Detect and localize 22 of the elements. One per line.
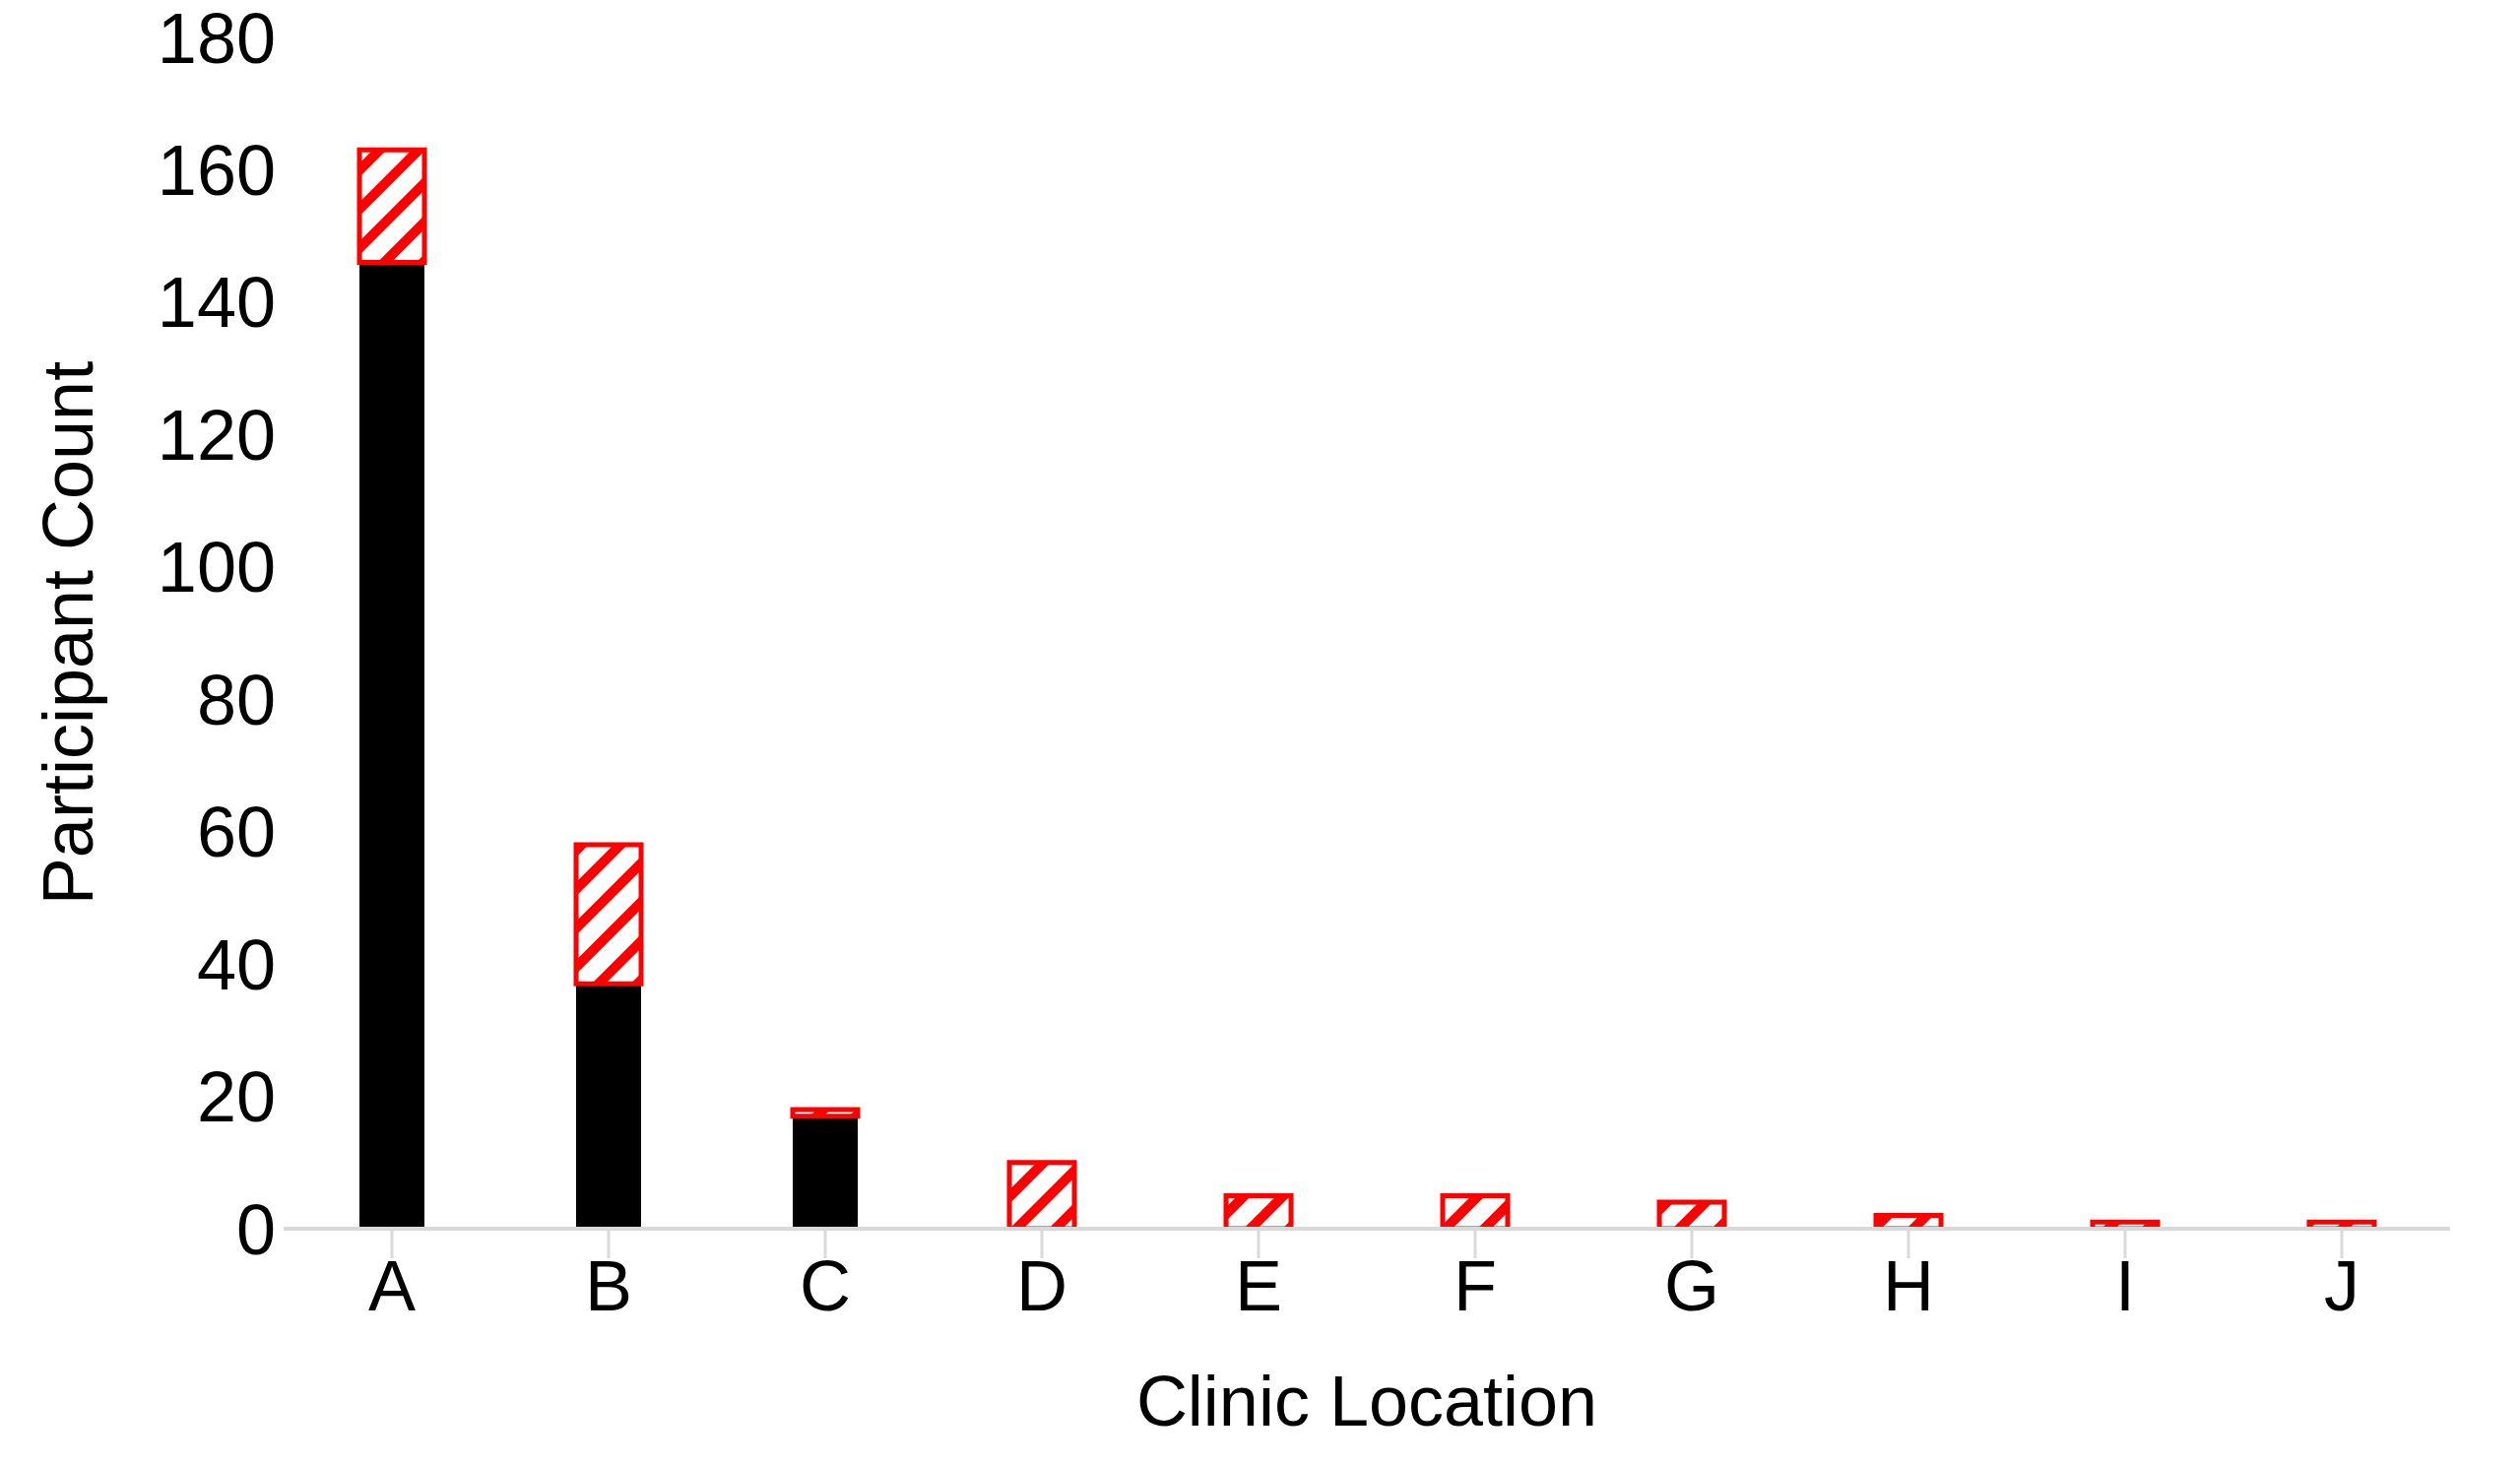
y-tick-label: 120 (157, 395, 276, 475)
y-tick-label: 20 (196, 1057, 276, 1137)
x-tick-label: E (1234, 1246, 1283, 1326)
y-tick-label: 180 (157, 0, 276, 78)
y-tick-label: 0 (235, 1189, 276, 1269)
x-tick-label: I (2114, 1246, 2136, 1326)
x-tick-label: C (800, 1246, 851, 1326)
x-tick-label: H (1883, 1246, 1934, 1326)
y-tick-label: 160 (157, 131, 276, 210)
x-tick-label: F (1454, 1246, 1497, 1326)
x-tick-label: A (367, 1246, 417, 1326)
y-tick-label: 40 (196, 924, 276, 1004)
y-axis-title: Participant Count (28, 360, 107, 906)
y-tick-label: 140 (157, 263, 276, 343)
y-tick-label: 100 (157, 528, 276, 607)
x-tick-label: G (1663, 1246, 1720, 1326)
x-tick-label: J (2324, 1246, 2359, 1326)
x-axis-title: Clinic Location (1135, 1362, 1598, 1440)
x-tick-label: D (1016, 1246, 1067, 1326)
y-tick-label: 60 (196, 793, 276, 872)
x-tick-label: B (584, 1246, 633, 1326)
y-tick-label: 80 (196, 660, 276, 739)
